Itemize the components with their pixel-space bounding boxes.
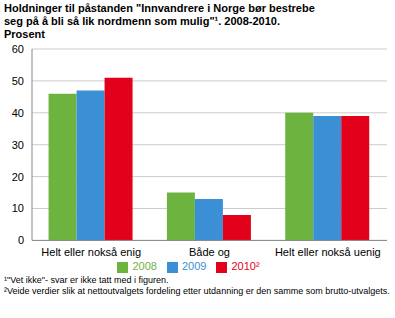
svg-text:Helt eller nokså enig: Helt eller nokså enig: [41, 246, 141, 258]
svg-text:20: 20: [12, 171, 24, 183]
html-text:¹"Vet ikke"- svar er ikke tatt: ¹"Vet ikke"- svar er ikke tatt med i fig…: [4, 275, 169, 285]
svg-text:Både og: Både og: [189, 246, 230, 258]
svg-text:60: 60: [12, 43, 24, 55]
svg-text:40: 40: [12, 107, 24, 119]
html-text:2008: 2008: [132, 260, 157, 273]
html-text:2010²: 2010²: [231, 260, 260, 273]
svg-text:0: 0: [18, 234, 24, 246]
svg-text:30: 30: [12, 139, 24, 151]
svg-text:Helt eller nokså uenig: Helt eller nokså uenig: [275, 246, 381, 258]
svg-text:10: 10: [12, 202, 24, 214]
svg-text:50: 50: [12, 75, 24, 87]
html-text:Holdninger til påstanden "Innv: Holdninger til påstanden "Innvandrere i …: [4, 2, 315, 40]
html-text:²Veide verdier slik at nettout: ²Veide verdier slik at nettoutvalgets fo…: [4, 286, 390, 296]
html-text:2009: 2009: [181, 260, 207, 273]
